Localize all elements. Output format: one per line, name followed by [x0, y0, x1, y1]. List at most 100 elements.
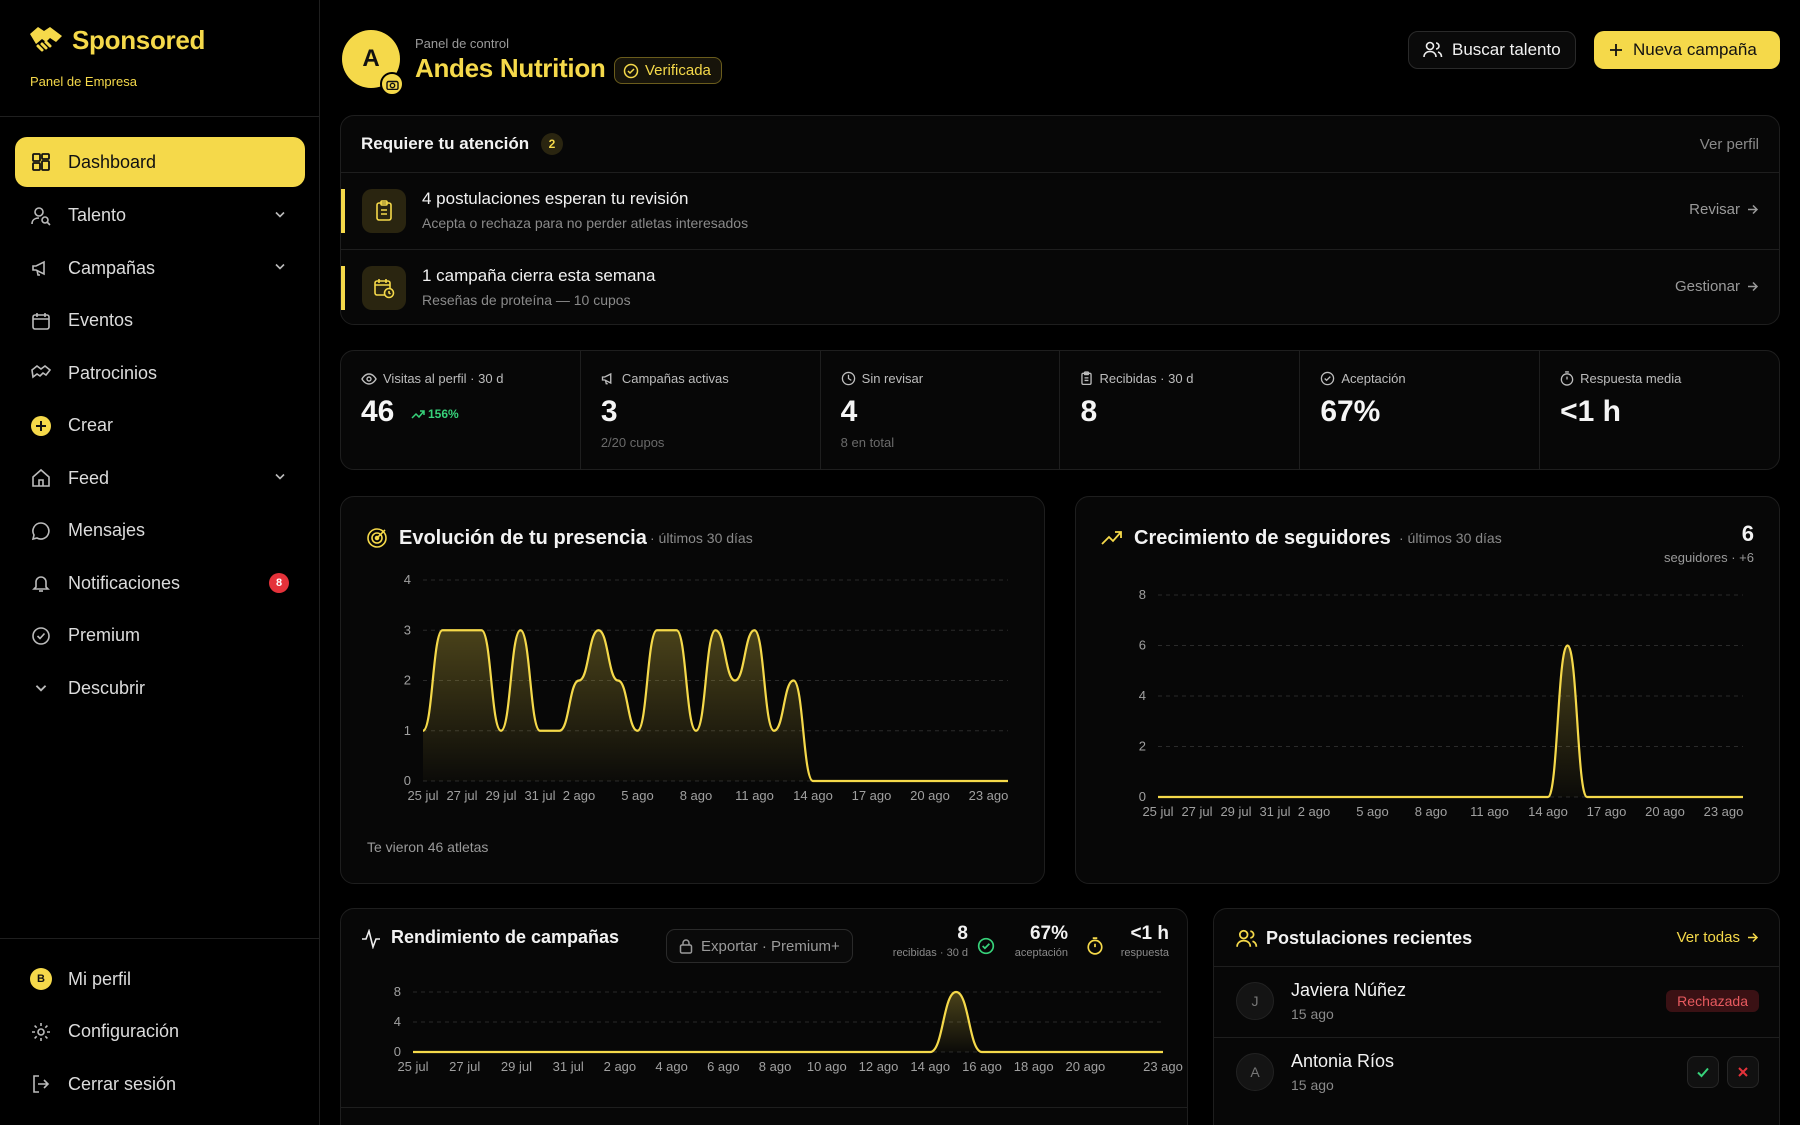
stat-label: Respuesta media [1560, 371, 1681, 386]
application-row[interactable]: J Javiera Núñez 15 ago Rechazada [1214, 966, 1779, 1037]
stat-label: Recibidas · 30 d [1080, 371, 1193, 386]
view-profile-link[interactable]: Ver perfil [1699, 136, 1759, 153]
avatar: A [1236, 1053, 1274, 1091]
sidebar-item-descubrir[interactable]: Descubrir [15, 662, 305, 715]
sidebar-item-label: Dashboard [68, 151, 157, 172]
reject-button[interactable] [1727, 1056, 1759, 1088]
stat-label: Campañas activas [601, 371, 729, 386]
stat-received: Recibidas · 30 d 8 [1060, 351, 1301, 469]
y-tick-label: 3 [404, 622, 411, 637]
sidebar-item-label: Descubrir [68, 677, 146, 698]
notification-badge: 8 [269, 573, 289, 594]
export-button[interactable]: Exportar · Premium+ [666, 929, 853, 963]
megaphone-icon [30, 257, 52, 279]
check-circle-icon [30, 625, 52, 647]
manage-action-label: Gestionar [1674, 278, 1740, 295]
sidebar-item-configuracion[interactable]: Configuración [15, 1006, 305, 1059]
target-icon [367, 528, 387, 548]
sidebar-item-mi-perfil[interactable]: B Mi perfil [15, 953, 305, 1006]
calendar-clock-icon [362, 266, 406, 310]
attention-title: Requiere tu atención [361, 134, 530, 153]
new-campaign-button[interactable]: Nueva campaña [1594, 31, 1780, 69]
manage-action[interactable]: Gestionar [1675, 278, 1759, 295]
performance-title: Rendimiento de campañas [391, 927, 620, 947]
sidebar-item-feed[interactable]: Feed [15, 452, 305, 505]
series-area [423, 630, 1008, 781]
trending-up-icon [1101, 531, 1122, 545]
review-action-label: Revisar [1689, 201, 1740, 218]
activity-icon [362, 929, 380, 949]
applications-card: Postulaciones recientes Ver todas J Javi… [1213, 908, 1780, 1125]
sidebar-item-premium[interactable]: Premium [15, 610, 305, 663]
sidebar-item-talento[interactable]: Talento [15, 190, 305, 243]
logout-icon [30, 1073, 52, 1095]
applicant-name: Antonia Ríos [1291, 1051, 1395, 1071]
avatar: B [30, 968, 52, 991]
close-icon [1738, 1067, 1748, 1077]
application-row[interactable]: A Antonia Ríos 15 ago [1214, 1037, 1779, 1108]
presence-chart-title: Evolución de tu presencia [399, 527, 647, 549]
handshake-icon [30, 27, 62, 52]
x-tick-label: 12 ago [859, 1059, 899, 1074]
stat-label: Visitas al perfil · 30 d [361, 371, 503, 386]
sidebar-item-label: Feed [68, 467, 110, 488]
breadcrumb: Panel de control [415, 36, 509, 51]
x-tick-label: 27 jul [449, 1059, 480, 1074]
stat-value: 8 [1080, 395, 1098, 428]
brand-logo[interactable]: Sponsored [28, 24, 205, 56]
kpi-acceptance: 67% aceptación [1014, 923, 1068, 959]
search-talent-button[interactable]: Buscar talento [1408, 31, 1576, 69]
sidebar-item-label: Talento [68, 205, 127, 226]
x-tick-label: 25 jul [397, 1059, 428, 1074]
x-tick-label: 29 jul [501, 1059, 532, 1074]
plus-circle-icon [30, 415, 52, 437]
sidebar-divider [0, 938, 320, 939]
x-tick-label: 2 ago [604, 1059, 637, 1074]
view-all-link[interactable]: Ver todas [1677, 929, 1759, 946]
user-search-icon [30, 205, 52, 227]
chat-icon [30, 520, 52, 542]
sidebar-item-crear[interactable]: Crear [15, 400, 305, 453]
sidebar-bottom: B Mi perfil Configuración Cerrar sesión [15, 953, 305, 1111]
sidebar-item-label: Configuración [68, 1021, 180, 1042]
sidebar-item-mensajes[interactable]: Mensajes [15, 505, 305, 558]
sidebar-divider [0, 116, 320, 117]
sidebar-item-dashboard[interactable]: Dashboard [15, 137, 305, 187]
verified-badge: Verificada [614, 57, 722, 84]
y-tick-label: 0 [1139, 789, 1146, 804]
stat-value: <1 h [1560, 395, 1622, 428]
sidebar-item-eventos[interactable]: Eventos [15, 295, 305, 348]
attention-item[interactable]: 1 campaña cierra esta semana Reseñas de … [341, 249, 1779, 324]
followers-chart-subtitle: · últimos 30 días [1399, 530, 1502, 546]
review-action[interactable]: Revisar [1689, 201, 1759, 218]
users-icon [1236, 929, 1258, 947]
sidebar-item-notificaciones[interactable]: Notificaciones 8 [15, 557, 305, 610]
sidebar-item-label: Premium [68, 625, 141, 646]
y-tick-label: 2 [404, 673, 411, 688]
y-tick-label: 0 [394, 1044, 401, 1059]
y-tick-label: 0 [404, 773, 411, 788]
x-tick-label: 4 ago [655, 1059, 688, 1074]
x-tick-label: 8 ago [1415, 804, 1448, 819]
x-tick-label: 5 ago [1356, 804, 1389, 819]
kpi-response: <1 h respuesta [1120, 923, 1169, 959]
search-talent-label: Buscar talento [1452, 40, 1561, 59]
attention-item[interactable]: 4 postulaciones esperan tu revisión Acep… [341, 173, 1779, 249]
grid-icon [30, 151, 52, 173]
x-tick-label: 31 jul [524, 788, 555, 803]
new-campaign-label: Nueva campaña [1633, 40, 1757, 59]
sidebar-item-cerrar-sesion[interactable]: Cerrar sesión [15, 1058, 305, 1111]
stat-value: 3 [600, 395, 618, 428]
accept-button[interactable] [1687, 1056, 1719, 1088]
camera-icon[interactable] [380, 72, 404, 96]
brand-subtitle: Panel de Empresa [30, 74, 137, 89]
page-header: A Panel de control Andes Nutrition Verif… [340, 28, 1780, 96]
x-tick-label: 17 ago [1587, 804, 1627, 819]
arrow-right-icon [1748, 204, 1759, 215]
x-tick-label: 27 jul [446, 788, 477, 803]
x-tick-label: 20 ago [1645, 804, 1685, 819]
sidebar-item-patrocinios[interactable]: Patrocinios [15, 347, 305, 400]
check-circle-icon [977, 937, 995, 955]
chevron-down-icon [273, 205, 287, 226]
sidebar-item-campanas[interactable]: Campañas [15, 242, 305, 295]
